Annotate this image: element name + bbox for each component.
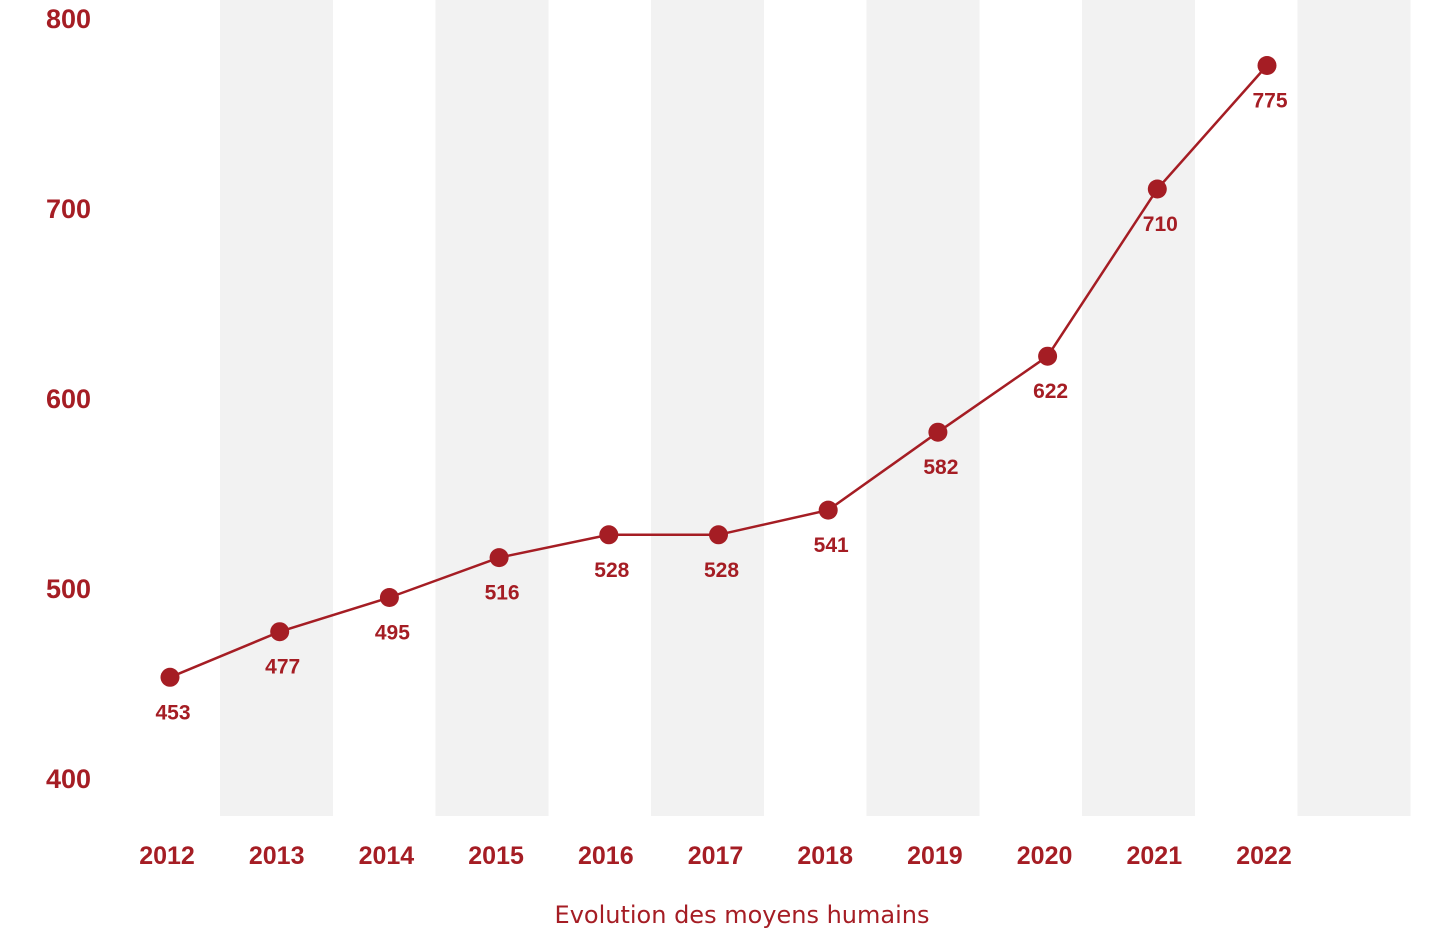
column-band bbox=[1297, 0, 1411, 816]
data-label: 710 bbox=[1143, 213, 1178, 236]
data-label: 775 bbox=[1252, 90, 1287, 113]
data-point bbox=[599, 525, 619, 545]
data-label: 528 bbox=[594, 559, 629, 582]
data-labels: 453 477 495 516 528 528 541 582 622 710 775 bbox=[155, 90, 1287, 725]
data-label: 495 bbox=[375, 622, 410, 645]
data-point bbox=[818, 500, 838, 520]
x-tick-label: 2021 bbox=[1126, 842, 1182, 870]
x-tick-label: 2022 bbox=[1236, 842, 1292, 870]
x-tick-label: 2012 bbox=[139, 842, 195, 870]
x-tick-label: 2014 bbox=[359, 842, 415, 870]
data-label: 622 bbox=[1033, 380, 1068, 403]
column-band bbox=[651, 0, 764, 816]
data-point bbox=[709, 525, 728, 545]
data-label: 528 bbox=[704, 559, 739, 582]
data-point bbox=[928, 422, 948, 442]
data-points bbox=[160, 56, 1277, 687]
column-bands bbox=[220, 0, 1411, 816]
column-band bbox=[866, 0, 980, 816]
data-point bbox=[489, 548, 509, 568]
x-axis-title: Evolution des moyens humains bbox=[555, 901, 930, 929]
y-tick-label: 700 bbox=[46, 194, 91, 224]
data-label: 477 bbox=[265, 656, 300, 679]
x-tick-label: 2013 bbox=[249, 842, 305, 870]
data-point bbox=[1038, 346, 1058, 366]
data-point bbox=[270, 622, 290, 642]
data-label: 516 bbox=[485, 582, 520, 605]
y-tick-label: 500 bbox=[46, 574, 91, 604]
x-tick-label: 2016 bbox=[578, 842, 634, 870]
x-axis-ticks: 2012 2013 2014 2015 2016 2017 2018 2019 2020 2021… bbox=[139, 842, 1292, 870]
data-label: 582 bbox=[923, 456, 958, 479]
column-band bbox=[1082, 0, 1195, 816]
y-tick-label: 400 bbox=[46, 764, 91, 794]
y-tick-label: 600 bbox=[46, 384, 91, 414]
data-point bbox=[160, 667, 180, 687]
x-tick-label: 2017 bbox=[688, 842, 744, 870]
data-label: 541 bbox=[814, 534, 849, 557]
data-point bbox=[1257, 56, 1277, 75]
column-band bbox=[435, 0, 549, 816]
x-tick-label: 2015 bbox=[468, 842, 524, 870]
x-tick-label: 2018 bbox=[797, 842, 853, 870]
column-band bbox=[220, 0, 333, 816]
x-tick-label: 2020 bbox=[1017, 842, 1073, 870]
data-point bbox=[1147, 179, 1167, 199]
y-axis-ticks: 400 500 600 700 800 bbox=[46, 4, 91, 794]
x-tick-label: 2019 bbox=[907, 842, 963, 870]
data-label: 453 bbox=[155, 701, 190, 724]
y-tick-label: 800 bbox=[46, 4, 91, 34]
data-point bbox=[379, 588, 399, 607]
